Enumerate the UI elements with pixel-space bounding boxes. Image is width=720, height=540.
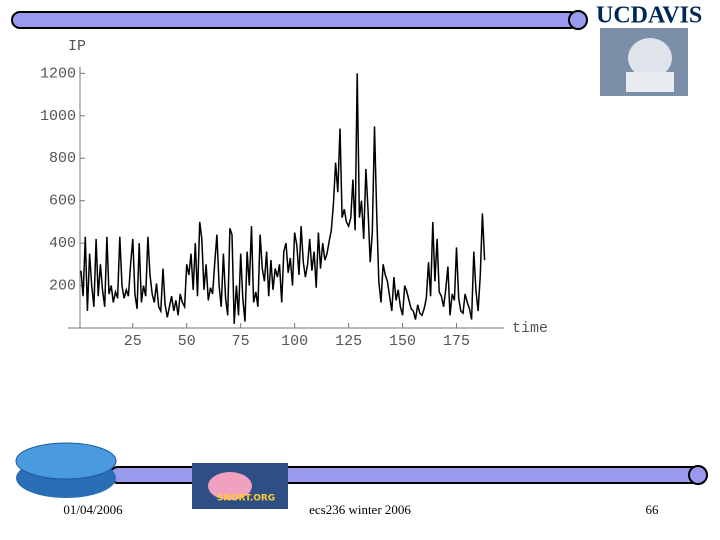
photo-sculpture [628,38,672,78]
y-tick-label: 1200 [40,65,76,82]
bar-knob [688,465,708,485]
snort-text: SNORT.ORG [217,494,275,504]
photo-base [626,72,674,92]
top-bar [11,11,579,29]
x-tick-label: 100 [281,333,308,350]
x-tick-label: 125 [335,333,362,350]
x-tick-label: 75 [232,333,250,350]
y-tick-label: 600 [49,193,76,210]
router-top [15,442,117,480]
logo: UCDAVIS [596,3,702,29]
x-tick-label: 150 [389,333,416,350]
data-line [80,73,486,324]
x-tick-label: 175 [443,333,470,350]
x-tick-label: 50 [178,333,196,350]
snort-pig [208,472,252,500]
y-axis-label: IP [68,38,86,55]
course: ecs236 winter 2006 [309,502,411,517]
x-axis-label: time [512,320,548,337]
plot: 200 400 600 800 1000 1200 25 50 75 100 125 150 175 [40,65,504,350]
y-tick-label: 1000 [40,108,76,125]
y-tick-label: 200 [49,278,76,295]
y-tick-label: 400 [49,235,76,252]
x-tick-label: 25 [124,333,142,350]
bar-knob [568,10,588,30]
date: 01/04/2006 [63,502,123,517]
page-number: 66 [646,502,660,517]
y-tick-label: 800 [49,150,76,167]
